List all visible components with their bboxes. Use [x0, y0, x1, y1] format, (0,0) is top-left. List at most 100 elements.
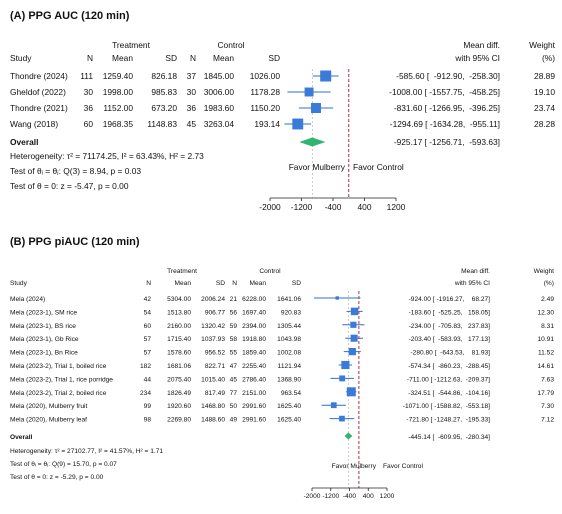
panel-b-effect-ci-text: -183.60 [ -525.25, 158.05]: [409, 309, 491, 316]
panel-a-control-n: 45: [187, 119, 197, 129]
panel-b-control-sd: 1368.90: [277, 376, 301, 383]
panel-a-x-tick-label: 400: [358, 202, 372, 212]
panel-b-control-n: 49: [230, 417, 238, 424]
panel-a-treatment-sd: 1148.83: [147, 119, 177, 129]
panel-b-x-tick-label: 1200: [380, 493, 395, 500]
panel-b-weight-value: 17.79: [537, 390, 554, 397]
panel-b-x-tick-label: 400: [363, 493, 374, 500]
panel-b-treatment-sd: 822.71: [205, 363, 226, 370]
panel-b-effect-ci-text: -924.00 [ -1916.27, 68.27]: [409, 296, 491, 303]
panel-a-study-name: Thondre (2024): [10, 71, 68, 81]
panel-b-effect-ci-text: -280.80 [ -643.53, 81.93]: [410, 350, 490, 357]
panel-b-study-marker: [339, 415, 345, 422]
panel-b-control-mean: 2786.40: [242, 376, 266, 383]
panel-b-control-sd: 1641.06: [277, 296, 301, 303]
panel-a-effect-ci-text: -831.60 [ -1266.95, -396.25]: [394, 103, 500, 113]
panel-a-study-name: Gheldof (2022): [10, 87, 66, 97]
panel-a-weight-value: 19.10: [534, 87, 555, 97]
panel-b-overall-diamond: [344, 432, 353, 440]
panel-a-favor-right-label: Favor Control: [353, 162, 404, 172]
panel-a-stat-line: Test of θᵢ = θⱼ: Q(3) = 8.94, p = 0.03: [10, 166, 141, 176]
panel-b-weight-value: 7.63: [541, 376, 554, 383]
panel-b-treatment-sd: 2006.24: [201, 296, 225, 303]
panel-b-treatment-mean: 1681.06: [167, 363, 191, 370]
panel-b-control-mean: 6228.00: [242, 296, 266, 303]
panel-a-treatment-n: 111: [80, 71, 93, 81]
panel-b-treatment-mean: 2160.00: [167, 323, 191, 330]
panel-a-control-header: Control: [218, 40, 245, 50]
panel-b-study-name: Mela (2023-2), Trial 2, boiled rice: [10, 390, 107, 397]
panel-b-weight-value: 14.61: [537, 363, 554, 370]
panel-b-control-n: 77: [230, 390, 238, 397]
panel-b-control-mean: 1918.80: [242, 336, 266, 343]
panel-b-stat-line: Test of θ = 0: z = -5.29, p = 0.00: [10, 474, 104, 481]
panel-a-x-tick-label: 1200: [387, 202, 406, 212]
panel-a-effect-ci-text: -1008.00 [ -1557.75, -458.25]: [389, 87, 500, 97]
panel-a-treatment-mean: 1968.35: [103, 119, 134, 129]
panel-a-treatment-n: 30: [84, 87, 94, 97]
panel-b-control-sd-header: SD: [292, 280, 301, 287]
panel-b-treatment-sd: 1320.42: [201, 323, 225, 330]
panel-a-control-n: 36: [187, 103, 197, 113]
panel-b-control-n: 21: [230, 296, 238, 303]
panel-b-study-col-header: Study: [10, 280, 28, 287]
panel-b-study-marker: [339, 375, 346, 382]
panel-b-control-mean: 2394.00: [242, 323, 266, 330]
panel-b-control-sd: 1305.44: [277, 323, 301, 330]
panel-b-weight-subheader: (%): [544, 280, 554, 287]
panel-b-study-marker: [341, 360, 350, 370]
panel-b-favor-right-label: Favor Control: [383, 463, 423, 470]
panel-b-study-name: Mela (2023-1), BS rice: [10, 323, 76, 330]
panel-b-study-name: Mela (2023-1), Gb Rice: [10, 336, 79, 343]
panel-b-study-marker: [350, 334, 358, 342]
panel-a-overall-ci-text: -925.17 [ -1256.71, -593.63]: [394, 137, 500, 147]
panel-b-x-tick-label: -1200: [322, 493, 339, 500]
panel-a-effect-subheader: with 95% CI: [454, 53, 500, 63]
panel-a-favor-left-label: Favor Mulberry: [289, 162, 346, 172]
panel-b-effect-ci-text: -203.40 [ -583.93, 177.13]: [409, 336, 491, 343]
panel-b-control-n: 56: [230, 309, 238, 316]
panel-b-control-n: 45: [230, 376, 238, 383]
panel-a-control-n: 30: [187, 87, 197, 97]
panel-b-control-mean: 2255.40: [242, 363, 266, 370]
panel-a-weight-value: 28.28: [534, 119, 555, 129]
panel-a-treatment-n: 60: [84, 119, 94, 129]
panel-a-treatment-sd-header: SD: [165, 53, 177, 63]
panel-b-control-sd: 1625.40: [277, 403, 301, 410]
panel-b-treatment-header: Treatment: [167, 268, 197, 275]
panel-a-x-tick-label: -2000: [259, 202, 281, 212]
panel-b-treatment-mean: 5304.00: [167, 296, 191, 303]
panel-a-study-name: Thondre (2021): [10, 103, 68, 113]
panel-b-treatment-mean: 2269.80: [167, 417, 191, 424]
panel-a-study-marker: [292, 118, 304, 130]
panel-a-weight-value: 28.89: [534, 71, 555, 81]
panel-b-control-n: 58: [230, 336, 238, 343]
panel-b-title: (B) PPG piAUC (120 min): [10, 236, 140, 248]
panel-a-weight-value: 23.74: [534, 103, 555, 113]
panel-b-control-sd: 1043.98: [277, 336, 301, 343]
panel-a-treatment-mean: 1152.00: [103, 103, 133, 113]
panel-b-treatment-mean: 1826.49: [167, 390, 191, 397]
panel-b-x-tick-label: -2000: [304, 493, 321, 500]
panel-b-weight-value: 10.91: [537, 336, 554, 343]
panel-b-effect-ci-text: -234.00 [ -705.83, 237.83]: [409, 323, 491, 330]
panel-b-treatment-n: 44: [144, 376, 152, 383]
panel-a-control-sd: 1178.28: [250, 87, 280, 97]
panel-a-study-name: Wang (2018): [10, 119, 58, 129]
panel-b-effect-header: Mean diff.: [461, 268, 490, 275]
panel-b-study-name: Mela (2023-1), Bn Rice: [10, 350, 78, 357]
panel-a-control-mean: 3263.04: [204, 119, 235, 129]
panel-b-control-mean: 2991.60: [242, 403, 266, 410]
panel-b-effect-ci-text: -711.00 [ -1212.63, -209.37]: [407, 376, 490, 383]
panel-b-effect-ci-text: -721.80 [ -1248.27, -195.33]: [406, 417, 490, 424]
panel-a-title: (A) PPG AUC (120 min): [10, 10, 130, 22]
panel-a-effect-ci-text: -585.60 [ -912.90, -258.30]: [396, 71, 500, 81]
panel-b-study-name: Mela (2023-2), Trial 1, rice porridge: [10, 376, 113, 383]
panel-b-study-name: Mela (2023-2), Trial 1, boiled rice: [10, 363, 107, 370]
panel-b-control-n: 55: [230, 350, 238, 357]
panel-b-treatment-n: 57: [144, 336, 152, 343]
panel-a-treatment-header: Treatment: [112, 40, 151, 50]
panel-b-study-name: Mela (2024): [10, 296, 45, 303]
panel-b-control-sd: 1121.94: [278, 363, 302, 370]
panel-b-treatment-sd: 817.49: [205, 390, 226, 397]
